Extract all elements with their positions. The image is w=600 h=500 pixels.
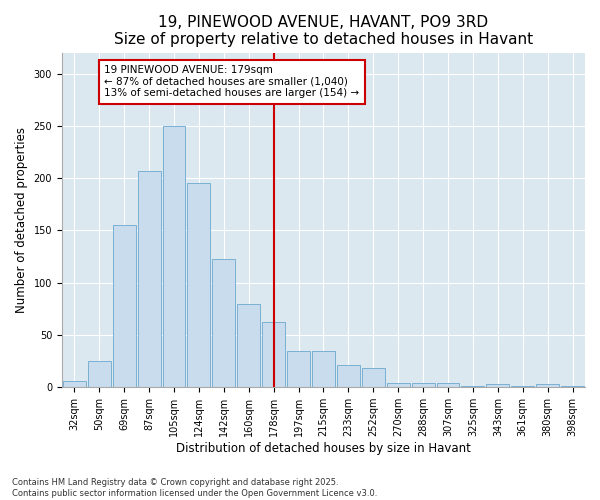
Bar [63,381,86,387]
Bar [113,225,136,387]
Bar [362,368,385,387]
Bar [88,361,111,387]
Bar [187,184,211,387]
X-axis label: Distribution of detached houses by size in Havant: Distribution of detached houses by size … [176,442,471,455]
Bar [137,171,161,387]
Bar [387,383,410,387]
Bar [487,384,509,387]
Bar [163,126,185,387]
Bar [262,322,285,387]
Text: Contains HM Land Registry data © Crown copyright and database right 2025.
Contai: Contains HM Land Registry data © Crown c… [12,478,377,498]
Bar [437,383,460,387]
Bar [461,386,484,387]
Bar [511,386,534,387]
Text: 19 PINEWOOD AVENUE: 179sqm
← 87% of detached houses are smaller (1,040)
13% of s: 19 PINEWOOD AVENUE: 179sqm ← 87% of deta… [104,66,359,98]
Title: 19, PINEWOOD AVENUE, HAVANT, PO9 3RD
Size of property relative to detached house: 19, PINEWOOD AVENUE, HAVANT, PO9 3RD Siz… [114,15,533,48]
Bar [287,350,310,387]
Bar [312,350,335,387]
Bar [412,383,434,387]
Bar [536,384,559,387]
Bar [212,258,235,387]
Bar [561,386,584,387]
Y-axis label: Number of detached properties: Number of detached properties [15,127,28,313]
Bar [237,304,260,387]
Bar [337,366,360,387]
